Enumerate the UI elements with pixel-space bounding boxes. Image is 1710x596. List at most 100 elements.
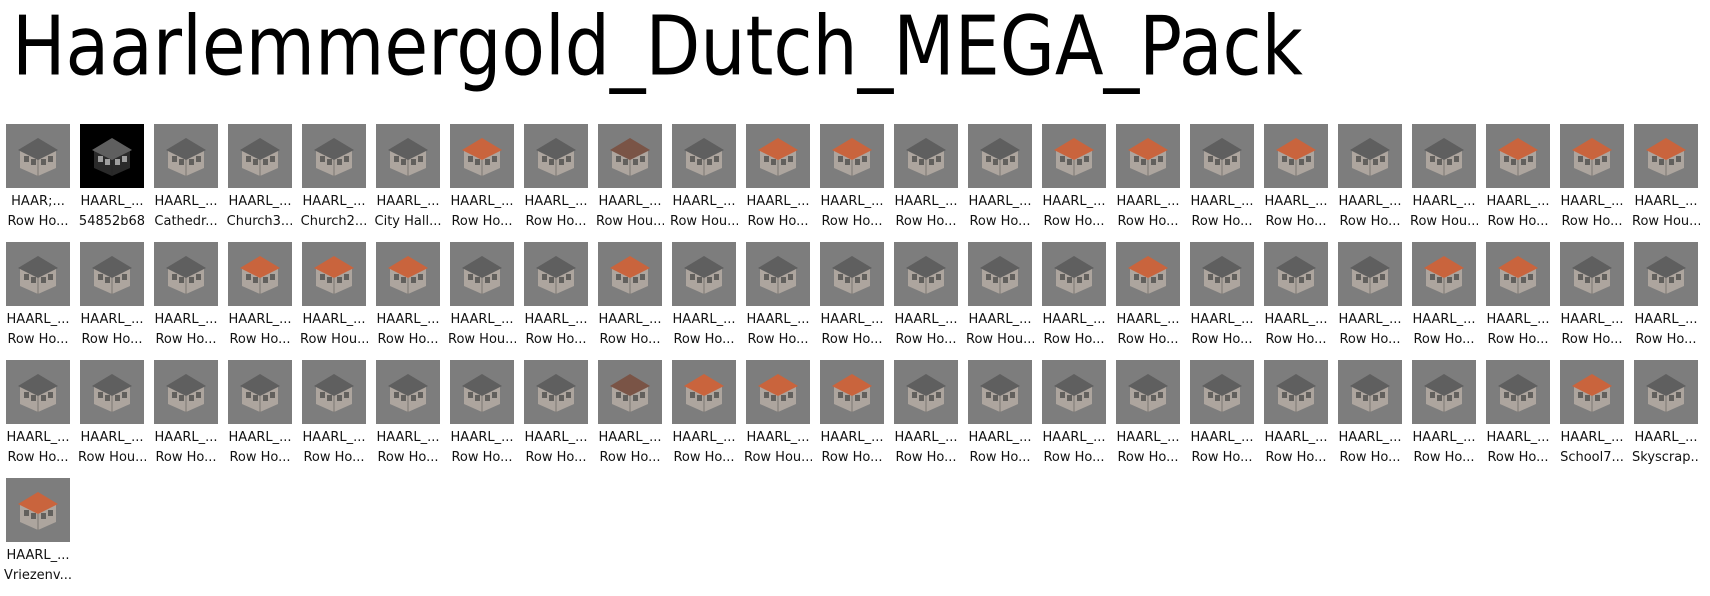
file-item[interactable]: HAARL_... Skyscrap... [1632, 360, 1700, 478]
file-item[interactable]: HAARL_... Row Ho... [1188, 360, 1256, 478]
file-name-line1: HAARL_... [1560, 430, 1624, 445]
file-item[interactable]: HAARL_... City Hall... [374, 124, 442, 242]
file-item[interactable]: HAARL_... Row Ho... [1558, 124, 1626, 242]
file-item[interactable]: HAARL_... Row Hou... [1410, 124, 1478, 242]
file-item[interactable]: HAARL_... Cathedr... [152, 124, 220, 242]
file-item[interactable]: HAARL_... Row Ho... [596, 360, 664, 478]
file-item[interactable]: HAARL_... Row Ho... [818, 360, 886, 478]
building-thumbnail [672, 124, 736, 188]
file-item[interactable]: HAARL_... Row Ho... [522, 124, 590, 242]
file-item[interactable]: HAARL_... Row Ho... [78, 242, 146, 360]
file-item[interactable]: HAARL_... Row Ho... [1632, 242, 1700, 360]
file-item[interactable]: HAARL_... Row Ho... [1410, 360, 1478, 478]
file-item[interactable]: HAARL_... Row Hou... [966, 242, 1034, 360]
file-name-line2: Row Ho... [1487, 214, 1549, 229]
file-item[interactable]: HAARL_... Row Ho... [670, 242, 738, 360]
file-item[interactable]: HAARL_... Row Hou... [596, 124, 664, 242]
file-item[interactable]: HAARL_... Row Ho... [1114, 124, 1182, 242]
file-name-line1: HAARL_... [154, 430, 218, 445]
file-item[interactable]: HAARL_... Row Ho... [226, 360, 294, 478]
file-item[interactable]: HAARL_... Row Ho... [1262, 124, 1330, 242]
file-item[interactable]: HAARL_... Row Ho... [892, 242, 960, 360]
building-thumbnail [968, 242, 1032, 306]
file-name-line2: Row Ho... [747, 214, 809, 229]
file-item[interactable]: HAARL_... Row Ho... [1040, 360, 1108, 478]
file-item[interactable]: HAARL_... Row Hou... [744, 360, 812, 478]
file-item[interactable]: HAARL_... Row Ho... [300, 360, 368, 478]
file-item[interactable]: HAARL_... Row Ho... [1114, 242, 1182, 360]
file-item[interactable]: HAARL_... Row Ho... [1040, 242, 1108, 360]
file-name-line1: HAARL_... [80, 430, 144, 445]
file-name-line2: Row Ho... [377, 332, 439, 347]
file-name-line2: Row Hou... [596, 214, 664, 229]
file-item[interactable]: HAARL_... Row Ho... [1410, 242, 1478, 360]
building-thumbnail [154, 242, 218, 306]
file-name-line1: HAARL_... [1634, 430, 1698, 445]
file-item[interactable]: HAARL_... Row Ho... [1262, 242, 1330, 360]
file-item[interactable]: HAARL_... Row Ho... [4, 242, 72, 360]
building-thumbnail [1412, 360, 1476, 424]
file-name-line2: Row Hou... [670, 214, 738, 229]
building-thumbnail [968, 124, 1032, 188]
file-item[interactable]: HAARL_... Row Ho... [744, 124, 812, 242]
file-item[interactable]: HAARL_... Row Ho... [596, 242, 664, 360]
file-item[interactable]: HAARL_... Church3... [226, 124, 294, 242]
file-item[interactable]: HAARL_... Row Hou... [670, 124, 738, 242]
file-item[interactable]: HAARL_... Row Ho... [1484, 360, 1552, 478]
file-item[interactable]: HAARL_... Row Ho... [152, 242, 220, 360]
file-item[interactable]: HAARL_... Row Ho... [1336, 360, 1404, 478]
file-item[interactable]: HAARL_... Row Ho... [1484, 242, 1552, 360]
file-item[interactable]: HAARL_... Row Ho... [226, 242, 294, 360]
building-thumbnail [1042, 124, 1106, 188]
file-item[interactable]: HAARL_... Row Ho... [966, 124, 1034, 242]
file-name-line2: Row Ho... [377, 450, 439, 465]
file-item[interactable]: HAARL_... Row Hou... [1632, 124, 1700, 242]
file-item[interactable]: HAARL_... Row Ho... [818, 124, 886, 242]
file-item[interactable]: HAARL_... Row Ho... [966, 360, 1034, 478]
file-item[interactable]: HAARL_... Row Ho... [818, 242, 886, 360]
file-item[interactable]: HAARL_... Row Ho... [1336, 242, 1404, 360]
file-item[interactable]: HAARL_... Row Ho... [892, 124, 960, 242]
file-item[interactable]: HAARL_... Row Hou... [448, 242, 516, 360]
file-item[interactable]: HAARL_... Row Ho... [1188, 242, 1256, 360]
file-name-line2: Row Hou... [966, 332, 1034, 347]
file-item[interactable]: HAARL_... Row Ho... [1040, 124, 1108, 242]
file-item[interactable]: HAARL_... Row Ho... [448, 124, 516, 242]
file-item[interactable]: HAARL_... Row Ho... [522, 242, 590, 360]
building-thumbnail [598, 360, 662, 424]
file-name-line2: Row Ho... [1043, 214, 1105, 229]
file-item[interactable]: HAARL_... Row Ho... [374, 360, 442, 478]
file-item[interactable]: HAARL_... Row Ho... [4, 360, 72, 478]
file-item[interactable]: HAARL_... Row Ho... [448, 360, 516, 478]
file-item[interactable]: HAARL_... Row Ho... [892, 360, 960, 478]
file-item[interactable]: HAARL_... Vriezenv... [4, 478, 72, 596]
file-name-line1: HAARL_... [894, 312, 958, 327]
building-thumbnail [894, 360, 958, 424]
file-name-line2: Row Ho... [821, 332, 883, 347]
file-item[interactable]: HAARL_... Row Ho... [374, 242, 442, 360]
file-item[interactable]: HAARL_... School7... [1558, 360, 1626, 478]
file-item[interactable]: HAARL_... Row Ho... [152, 360, 220, 478]
file-item[interactable]: HAARL_... Church2... [300, 124, 368, 242]
file-item[interactable]: HAARL_... Row Ho... [744, 242, 812, 360]
file-item[interactable]: HAARL_... Row Hou... [300, 242, 368, 360]
file-name-line1: HAARL_... [1264, 312, 1328, 327]
file-item[interactable]: HAARL_... Row Ho... [1188, 124, 1256, 242]
file-item[interactable]: HAARL_... Row Ho... [1262, 360, 1330, 478]
file-item[interactable]: HAARL_... Row Ho... [1484, 124, 1552, 242]
file-item[interactable]: HAARL_... 54852b68 [78, 124, 146, 242]
file-name-line1: HAARL_... [302, 430, 366, 445]
file-item[interactable]: HAARL_... Row Ho... [1114, 360, 1182, 478]
file-item[interactable]: HAARL_... Row Hou... [78, 360, 146, 478]
building-thumbnail [80, 124, 144, 188]
file-name-line2: Row Ho... [1339, 332, 1401, 347]
file-name-line1: HAARL_... [376, 312, 440, 327]
file-item[interactable]: HAAR;... Row Ho... [4, 124, 72, 242]
file-name-line2: 54852b68 [78, 214, 146, 229]
file-name-line2: Row Ho... [1117, 332, 1179, 347]
file-name-line1: HAARL_... [154, 194, 218, 209]
file-item[interactable]: HAARL_... Row Ho... [1336, 124, 1404, 242]
file-item[interactable]: HAARL_... Row Ho... [670, 360, 738, 478]
file-item[interactable]: HAARL_... Row Ho... [1558, 242, 1626, 360]
file-item[interactable]: HAARL_... Row Ho... [522, 360, 590, 478]
